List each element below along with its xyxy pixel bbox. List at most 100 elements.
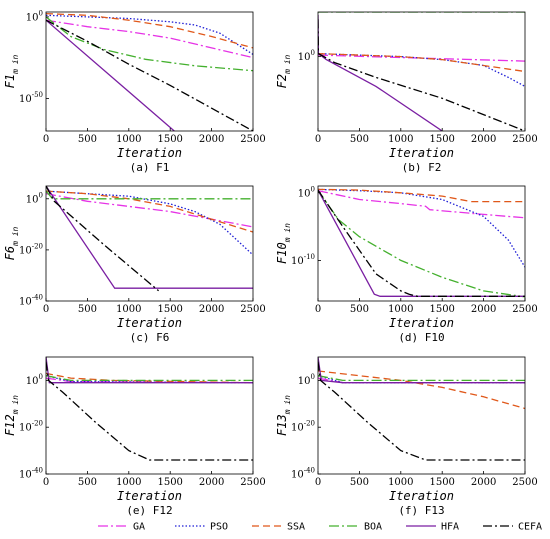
x-tick-label: 500 xyxy=(78,134,97,145)
x-tick-label: 1000 xyxy=(116,134,141,145)
x-tick-label: 1000 xyxy=(388,304,413,315)
y-tick-label: 100 xyxy=(26,9,43,23)
x-tick-label: 500 xyxy=(78,477,97,488)
y-tick-label: 100 xyxy=(298,185,315,199)
panel-f6: 0 500 1000 1500 2000 2500 100 10-20 10-40 Iterati… xyxy=(3,185,266,344)
series-line-cefa-f10 xyxy=(318,189,525,297)
y-tick-label: 10-50 xyxy=(19,91,43,105)
series-line-cefa-f6 xyxy=(46,186,160,292)
series-line-pso-f2 xyxy=(318,52,525,87)
x-tick-label: 1500 xyxy=(157,134,182,145)
x-tick-label: 2500 xyxy=(240,477,265,488)
x-tick-label: 2000 xyxy=(471,304,496,315)
x-tick-label: 2000 xyxy=(199,304,224,315)
y-tick-label: 100 xyxy=(298,373,315,387)
x-tick-label: 0 xyxy=(43,304,49,315)
y-tick-label: 100 xyxy=(298,49,315,63)
series-line-pso-f6 xyxy=(46,190,253,256)
axes-frame-f1 xyxy=(45,11,254,132)
x-axis-label-f13: Iteration xyxy=(389,489,454,503)
y-tick-label: 10-40 xyxy=(291,467,315,481)
x-axis-label-f2: Iteration xyxy=(389,146,454,160)
series-line-cefa-f12 xyxy=(46,361,253,461)
legend-label-pso: PSO xyxy=(210,522,228,533)
series-line-boa-f1 xyxy=(46,16,253,72)
x-tick-label: 0 xyxy=(43,477,49,488)
panel-f13: 0 500 1000 1500 2000 2500 100 10-20 10-40 Iterati… xyxy=(275,356,538,517)
series-line-hfa-f2 xyxy=(318,14,443,131)
x-axis-label-f1: Iteration xyxy=(117,146,182,160)
series-line-ssa-f10 xyxy=(318,188,525,203)
panel-f10: 0 500 1000 1500 2000 2500 100 10-10 Iteration(d)… xyxy=(275,185,538,344)
legend-label-cefa: CEFA xyxy=(518,522,542,533)
x-tick-label: 1000 xyxy=(116,304,141,315)
x-axis-label-f12: Iteration xyxy=(117,489,182,503)
axes-frame-f13 xyxy=(317,356,526,475)
x-tick-label: 0 xyxy=(43,134,49,145)
axes-frame-f12 xyxy=(45,356,254,475)
y-tick-label: 10-40 xyxy=(19,467,43,481)
series-line-hfa-f1 xyxy=(46,19,175,131)
panel-caption-f10: (d) F10 xyxy=(398,331,444,344)
y-tick-label: 10-40 xyxy=(19,294,43,308)
y-axis-label-f13: F13m in xyxy=(275,395,292,436)
series-line-ssa-f6 xyxy=(46,190,253,233)
series-line-pso-f1 xyxy=(46,14,253,55)
y-tick-label: 100 xyxy=(26,191,43,205)
y-axis-label-f10: F10m in xyxy=(275,223,292,264)
legend-label-ssa: SSA xyxy=(287,522,305,533)
y-axis-label-f6: F6m in xyxy=(3,226,20,260)
series-line-ssa-f1 xyxy=(46,12,253,49)
series-line-ga-f10 xyxy=(318,190,525,219)
series-line-cefa-f13 xyxy=(318,361,525,461)
y-tick-label: 100 xyxy=(26,373,43,387)
y-axis-label-f2: F2m in xyxy=(275,54,292,88)
x-tick-label: 0 xyxy=(315,304,321,315)
x-tick-label: 1500 xyxy=(157,477,182,488)
x-axis-label-f10: Iteration xyxy=(389,316,454,330)
legend: GA PSO SSA BOA HFA CEFA xyxy=(98,522,542,533)
y-tick-label: 10-10 xyxy=(291,253,315,267)
x-tick-label: 1500 xyxy=(429,304,454,315)
x-tick-label: 1500 xyxy=(157,304,182,315)
panel-caption-f2: (b) F2 xyxy=(402,161,442,174)
panel-caption-f6: (c) F6 xyxy=(130,331,170,344)
x-tick-label: 500 xyxy=(350,304,369,315)
panel-caption-f1: (a) F1 xyxy=(130,161,170,174)
x-tick-label: 2000 xyxy=(199,477,224,488)
x-tick-label: 0 xyxy=(315,477,321,488)
series-line-hfa-f12 xyxy=(46,357,253,384)
series-line-boa-f10 xyxy=(318,190,525,298)
series-line-ssa-f13 xyxy=(318,370,525,410)
y-axis-label-f12: F12m in xyxy=(3,395,20,436)
x-tick-label: 2500 xyxy=(240,304,265,315)
series-line-boa-f6 xyxy=(46,190,253,200)
x-tick-label: 2500 xyxy=(512,134,537,145)
y-tick-label: 10-20 xyxy=(291,420,315,434)
series-line-hfa-f6 xyxy=(46,186,253,289)
x-tick-label: 500 xyxy=(350,477,369,488)
x-tick-label: 2500 xyxy=(512,304,537,315)
series-line-cefa-f2 xyxy=(318,19,525,131)
series-line-pso-f10 xyxy=(318,188,525,268)
series-line-boa-f12 xyxy=(46,375,253,382)
x-tick-label: 2500 xyxy=(512,477,537,488)
series-line-boa-f13 xyxy=(318,375,525,382)
x-tick-label: 0 xyxy=(315,134,321,145)
series-line-pso-f13 xyxy=(318,375,525,384)
y-tick-label: 10-20 xyxy=(19,420,43,434)
x-tick-label: 1500 xyxy=(429,134,454,145)
legend-label-ga: GA xyxy=(133,522,145,533)
series-line-hfa-f10 xyxy=(318,189,525,297)
series-line-ga-f1 xyxy=(46,19,253,59)
y-axis-label-f1: F1m in xyxy=(3,54,20,88)
x-tick-label: 2000 xyxy=(199,134,224,145)
x-tick-label: 2000 xyxy=(471,477,496,488)
series-line-ssa-f12 xyxy=(46,372,253,384)
series-line-hfa-f13 xyxy=(318,357,525,384)
panel-caption-f13: (f) F13 xyxy=(398,504,444,517)
panel-caption-f12: (e) F12 xyxy=(126,504,172,517)
x-tick-label: 1000 xyxy=(388,134,413,145)
series-line-ssa-f2 xyxy=(318,52,525,73)
